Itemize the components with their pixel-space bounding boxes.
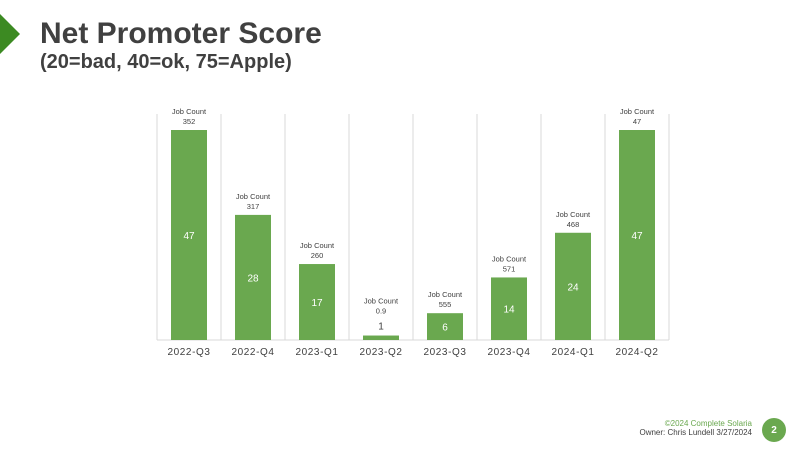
bar (427, 313, 463, 340)
job-count-value: 0.9 (376, 307, 386, 316)
slide-subtitle: (20=bad, 40=ok, 75=Apple) (40, 51, 292, 73)
footer-copyright: ©2024 Complete Solaria (664, 419, 752, 428)
job-count-value: 468 (567, 220, 580, 229)
x-tick-label: 2023-Q2 (359, 347, 402, 358)
bar (171, 130, 207, 340)
job-count-label: Job Count (556, 210, 591, 219)
job-count-label: Job Count (620, 107, 655, 116)
bar (299, 264, 335, 340)
job-count-value: 47 (633, 117, 641, 126)
data-label: 17 (311, 298, 323, 309)
x-tick-label: 2024-Q1 (551, 347, 594, 358)
job-count-label: Job Count (492, 254, 527, 263)
job-count-label: Job Count (300, 241, 335, 250)
slide-title: Net Promoter Score (40, 17, 322, 50)
bar (619, 130, 655, 340)
data-label: 6 (442, 323, 448, 334)
x-tick-label: 2024-Q2 (615, 347, 658, 358)
data-label: 1 (378, 322, 384, 333)
data-label: 14 (503, 305, 515, 316)
footer: ©2024 Complete Solaria Owner: Chris Lund… (639, 419, 752, 437)
page-number-badge: 2 (762, 418, 786, 442)
job-count-value: 571 (503, 264, 516, 273)
footer-owner: Owner: Chris Lundell 3/27/2024 (639, 428, 752, 437)
bar (363, 335, 399, 340)
bar (491, 277, 527, 340)
data-label: 47 (631, 231, 643, 242)
job-count-value: 555 (439, 300, 452, 309)
x-tick-label: 2022-Q3 (167, 347, 210, 358)
accent-arrow-icon (0, 14, 20, 54)
job-count-label: Job Count (172, 107, 207, 116)
x-tick-label: 2023-Q4 (487, 347, 530, 358)
data-label: 28 (247, 273, 259, 284)
job-count-value: 317 (247, 202, 260, 211)
job-count-value: 260 (311, 251, 324, 260)
job-count-label: Job Count (236, 192, 271, 201)
job-count-label: Job Count (428, 290, 463, 299)
data-label: 24 (567, 282, 579, 293)
data-label: 47 (183, 231, 195, 242)
x-tick-label: 2023-Q3 (423, 347, 466, 358)
bar (555, 232, 591, 340)
x-tick-label: 2023-Q1 (295, 347, 338, 358)
x-tick-label: 2022-Q4 (231, 347, 274, 358)
job-count-label: Job Count (364, 297, 399, 306)
bar (235, 214, 271, 340)
job-count-value: 352 (183, 117, 196, 126)
